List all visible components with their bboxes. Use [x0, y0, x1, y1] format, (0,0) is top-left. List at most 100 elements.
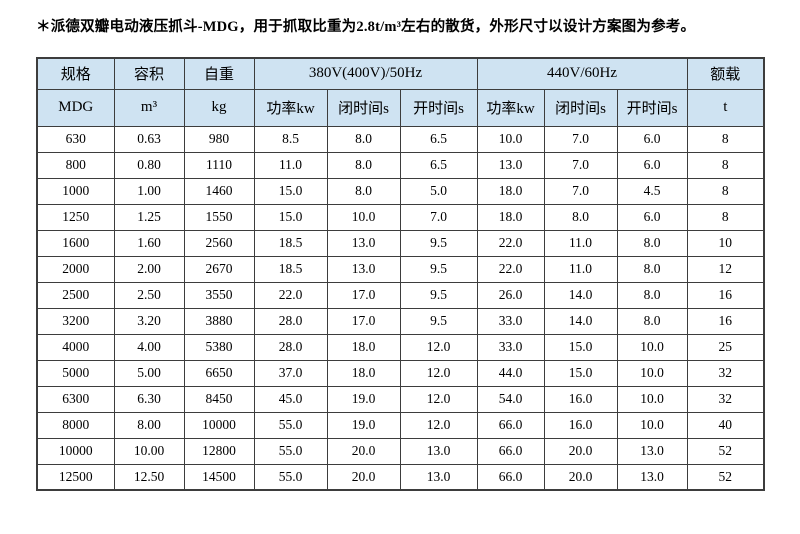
table-row: 800 0.80 1110 11.0 8.0 6.5 13.0 7.0 6.0 8	[36, 151, 765, 179]
table-cell: 37.0	[253, 359, 328, 387]
table-cell: 1000	[36, 177, 115, 205]
header-row-groups: 规格 容积 自重 380V(400V)/50Hz 440V/60Hz 额载	[36, 57, 765, 90]
table-cell: 5000	[36, 359, 115, 387]
column-subheader: kg	[183, 88, 255, 127]
table-cell: 630	[36, 125, 115, 153]
column-subheader: m³	[113, 88, 185, 127]
table-cell: 7.0	[543, 125, 618, 153]
table-row: 3200 3.20 3880 28.0 17.0 9.5 33.0 14.0 8.0 16	[36, 307, 765, 335]
table-cell: 9.5	[399, 281, 478, 309]
table-cell: 6300	[36, 385, 115, 413]
table-row: 630 0.63 980 8.5 8.0 6.5 10.0 7.0 6.0 8	[36, 125, 765, 153]
table-cell: 11.0	[253, 151, 328, 179]
spec-table: 规格 容积 自重 380V(400V)/50Hz 440V/60Hz 额载 MDG m³ kg…	[36, 57, 766, 491]
table-cell: 14500	[183, 463, 255, 491]
table-cell: 2500	[36, 281, 115, 309]
table-cell: 11.0	[543, 255, 618, 283]
table-body: 630 0.63 980 8.5 8.0 6.5 10.0 7.0 6.0 8 800 0.80 111…	[36, 125, 765, 491]
table-cell: 16.0	[543, 385, 618, 413]
table-cell: 15.0	[543, 359, 618, 387]
table-cell: 4.5	[616, 177, 688, 205]
table-cell: 2.50	[113, 281, 185, 309]
table-cell: 33.0	[476, 333, 545, 361]
table-cell: 8.0	[326, 177, 401, 205]
table-cell: 1600	[36, 229, 115, 257]
table-cell: 6.0	[616, 203, 688, 231]
table-cell: 18.0	[326, 333, 401, 361]
table-cell: 7.0	[543, 177, 618, 205]
table-cell: 1460	[183, 177, 255, 205]
table-cell: 20.0	[326, 463, 401, 491]
table-cell: 3200	[36, 307, 115, 335]
table-cell: 5380	[183, 333, 255, 361]
table-cell: 10000	[183, 411, 255, 439]
table-cell: 32	[686, 359, 765, 387]
table-cell: 16.0	[543, 411, 618, 439]
table-cell: 8.0	[543, 203, 618, 231]
table-row: 2000 2.00 2670 18.5 13.0 9.5 22.0 11.0 8.0 12	[36, 255, 765, 283]
table-row: 5000 5.00 6650 37.0 18.0 12.0 44.0 15.0 10.0 32	[36, 359, 765, 387]
table-cell: 66.0	[476, 411, 545, 439]
table-cell: 20.0	[326, 437, 401, 465]
table-cell: 55.0	[253, 463, 328, 491]
table-cell: 6.0	[616, 125, 688, 153]
table-cell: 20.0	[543, 463, 618, 491]
table-cell: 54.0	[476, 385, 545, 413]
table-cell: 52	[686, 463, 765, 491]
table-cell: 2.00	[113, 255, 185, 283]
table-cell: 10000	[36, 437, 115, 465]
column-subheader: 闭时间s	[543, 88, 618, 127]
table-cell: 8000	[36, 411, 115, 439]
table-cell: 14.0	[543, 307, 618, 335]
table-cell: 3880	[183, 307, 255, 335]
table-cell: 40	[686, 411, 765, 439]
table-cell: 45.0	[253, 385, 328, 413]
table-row: 6300 6.30 8450 45.0 19.0 12.0 54.0 16.0 10.0 32	[36, 385, 765, 413]
table-cell: 12500	[36, 463, 115, 491]
table-cell: 800	[36, 151, 115, 179]
table-cell: 13.0	[326, 255, 401, 283]
table-row: 10000 10.00 12800 55.0 20.0 13.0 66.0 20.0 13.0 5…	[36, 437, 765, 465]
table-cell: 1.00	[113, 177, 185, 205]
table-cell: 10.00	[113, 437, 185, 465]
table-cell: 8	[686, 125, 765, 153]
table-cell: 22.0	[476, 255, 545, 283]
table-row: 2500 2.50 3550 22.0 17.0 9.5 26.0 14.0 8.0 16	[36, 281, 765, 309]
table-cell: 9.5	[399, 307, 478, 335]
table-cell: 0.80	[113, 151, 185, 179]
table-cell: 12.0	[399, 411, 478, 439]
table-row: 1250 1.25 1550 15.0 10.0 7.0 18.0 8.0 6.0 8	[36, 203, 765, 231]
table-cell: 1250	[36, 203, 115, 231]
table-row: 8000 8.00 10000 55.0 19.0 12.0 66.0 16.0 10.0 40	[36, 411, 765, 439]
column-subheader: MDG	[36, 88, 115, 127]
table-cell: 19.0	[326, 411, 401, 439]
table-row: 4000 4.00 5380 28.0 18.0 12.0 33.0 15.0 10.0 25	[36, 333, 765, 361]
table-cell: 18.5	[253, 229, 328, 257]
table-cell: 8.0	[326, 151, 401, 179]
table-cell: 5.00	[113, 359, 185, 387]
table-cell: 4.00	[113, 333, 185, 361]
column-subheader: 功率kw	[253, 88, 328, 127]
table-cell: 9.5	[399, 229, 478, 257]
table-cell: 7.0	[543, 151, 618, 179]
table-cell: 8.0	[326, 125, 401, 153]
table-cell: 28.0	[253, 333, 328, 361]
table-cell: 22.0	[253, 281, 328, 309]
table-row: 1600 1.60 2560 18.5 13.0 9.5 22.0 11.0 8.0 10	[36, 229, 765, 257]
table-cell: 6650	[183, 359, 255, 387]
table-cell: 11.0	[543, 229, 618, 257]
table-cell: 16	[686, 281, 765, 309]
table-cell: 66.0	[476, 463, 545, 491]
table-cell: 8.00	[113, 411, 185, 439]
column-group-header: 容积	[113, 57, 185, 90]
table-cell: 33.0	[476, 307, 545, 335]
table-cell: 55.0	[253, 437, 328, 465]
table-cell: 4000	[36, 333, 115, 361]
table-cell: 15.0	[543, 333, 618, 361]
table-cell: 10.0	[616, 359, 688, 387]
table-cell: 17.0	[326, 307, 401, 335]
table-cell: 10.0	[476, 125, 545, 153]
table-cell: 3550	[183, 281, 255, 309]
table-cell: 1.25	[113, 203, 185, 231]
table-cell: 10	[686, 229, 765, 257]
